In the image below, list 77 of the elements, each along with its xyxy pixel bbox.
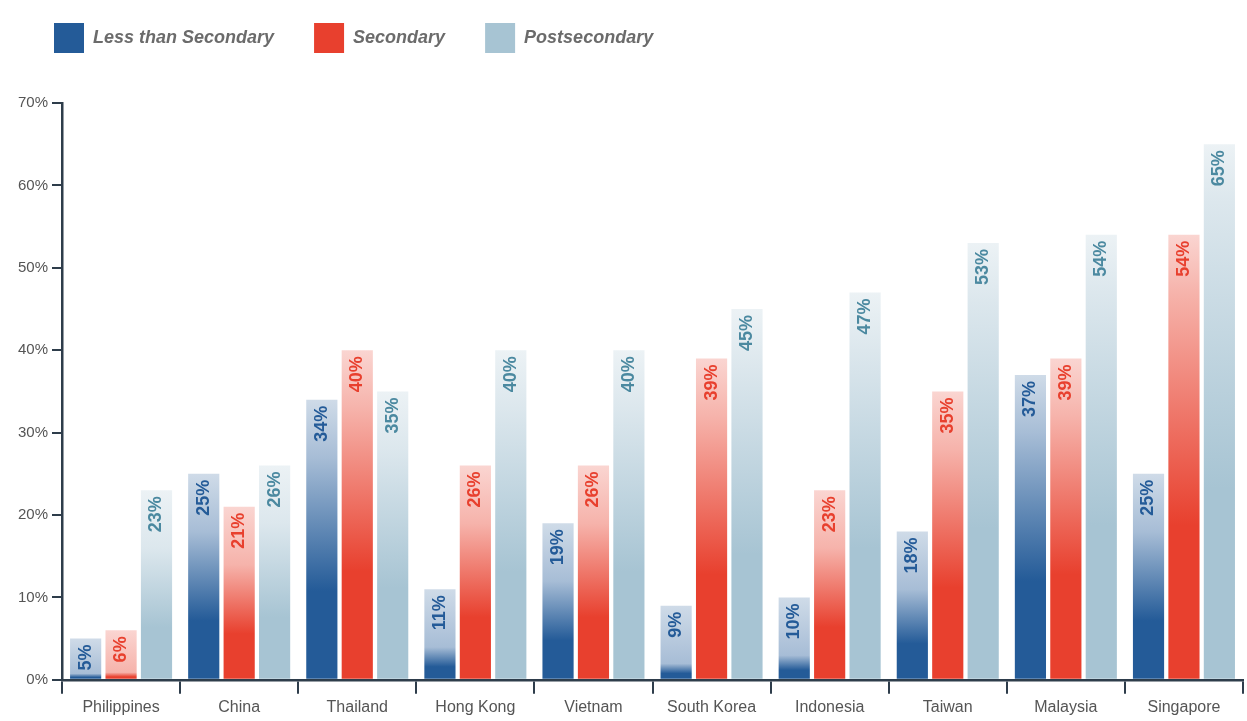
x-tick-label: Vietnam — [564, 697, 623, 715]
bar — [140, 490, 173, 679]
bar — [896, 531, 928, 679]
x-tick-label: Singapore — [1147, 697, 1221, 715]
bar — [341, 350, 373, 679]
data-label: 40% — [617, 356, 638, 393]
data-label: 25% — [192, 479, 213, 516]
data-label: 5% — [74, 644, 95, 671]
data-label: 23% — [818, 496, 839, 533]
bar — [459, 465, 491, 679]
data-label: 10% — [783, 603, 804, 640]
bar — [932, 391, 964, 679]
bar — [613, 350, 645, 679]
y-tick-label: 60% — [17, 175, 49, 193]
data-label: 25% — [1137, 479, 1158, 516]
data-label: 47% — [854, 298, 875, 335]
bar — [1132, 473, 1165, 679]
bar — [731, 309, 763, 679]
bar — [1168, 234, 1200, 679]
x-tick-label: Taiwan — [922, 697, 973, 715]
data-label: 19% — [547, 529, 567, 566]
data-label: 26% — [582, 471, 603, 508]
data-label: 40% — [346, 356, 367, 393]
x-tick-label: Thailand — [326, 697, 388, 715]
y-tick-label: 10% — [17, 587, 49, 605]
bar — [1014, 374, 1047, 679]
data-label: 18% — [901, 537, 922, 574]
bar — [223, 506, 255, 679]
data-label: 23% — [145, 496, 166, 533]
y-tick-label: 0% — [26, 669, 49, 687]
data-label: 35% — [381, 397, 402, 434]
bar — [695, 358, 728, 679]
legend-label: Less than Secondary — [93, 26, 276, 47]
y-tick-label: 40% — [17, 340, 49, 358]
data-label: 9% — [665, 611, 686, 638]
y-tick-label: 20% — [17, 505, 49, 523]
y-tick-label: 30% — [17, 422, 49, 440]
legend-label: Postsecondary — [524, 26, 655, 47]
data-label: 6% — [110, 636, 131, 663]
data-label: 21% — [228, 512, 249, 549]
data-label: 39% — [1054, 364, 1075, 401]
x-tick-label: Hong Kong — [435, 697, 516, 715]
bar — [188, 473, 220, 679]
bar — [542, 523, 574, 679]
x-tick-label: China — [218, 697, 261, 715]
data-label: 54% — [1090, 240, 1111, 277]
bar — [259, 465, 291, 679]
bar — [1050, 358, 1082, 679]
legend-label: Secondary — [353, 26, 447, 47]
data-label: 34% — [310, 405, 331, 442]
data-label: 35% — [936, 397, 957, 434]
data-label: 26% — [263, 471, 284, 508]
y-tick-label: 50% — [17, 257, 49, 275]
bar — [814, 490, 846, 679]
x-tick-label: Philippines — [82, 697, 160, 715]
data-label: 65% — [1208, 150, 1229, 187]
data-label: 37% — [1019, 380, 1040, 417]
data-label: 26% — [464, 471, 485, 508]
bar — [1203, 144, 1235, 679]
data-label: 39% — [700, 364, 721, 401]
y-tick-label: 70% — [17, 93, 49, 111]
data-label: 53% — [972, 249, 993, 286]
bar — [377, 391, 409, 679]
data-label: 11% — [428, 595, 449, 631]
bar — [424, 589, 456, 679]
bar — [495, 350, 527, 679]
data-label: 54% — [1172, 240, 1193, 277]
bar — [967, 243, 999, 679]
x-tick-label: Indonesia — [794, 697, 865, 715]
x-tick-label: Malaysia — [1034, 697, 1098, 715]
x-tick-label: South Korea — [667, 697, 757, 715]
data-label: 45% — [735, 315, 756, 352]
bar — [849, 292, 881, 679]
data-label: 40% — [499, 356, 520, 393]
bar — [577, 465, 610, 679]
bar — [1085, 234, 1117, 679]
bar — [306, 399, 338, 679]
